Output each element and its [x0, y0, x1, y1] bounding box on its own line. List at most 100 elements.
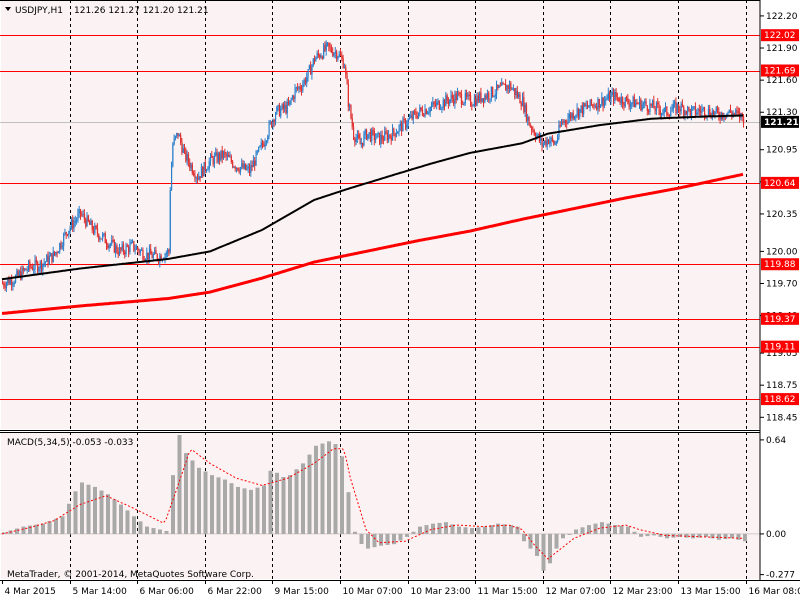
macd-bar	[372, 533, 377, 548]
price-tick-label: 121.60	[766, 76, 798, 86]
down-candle-body	[619, 101, 621, 104]
up-candle-body	[574, 116, 576, 119]
down-candle-body	[193, 173, 195, 176]
down-candle-body	[416, 116, 418, 119]
macd-bar	[28, 525, 32, 534]
down-candle-body	[685, 111, 687, 115]
up-candle-body	[428, 111, 430, 113]
down-candle-body	[694, 106, 697, 115]
up-candle-body	[714, 111, 716, 116]
up-candle-body	[449, 99, 451, 104]
up-candle-body	[115, 245, 117, 253]
up-candle-body	[571, 113, 573, 119]
down-candle-body	[150, 248, 152, 255]
macd-bar	[106, 494, 110, 534]
level-price-tag-label: 122.02	[764, 31, 796, 41]
macd-bar	[333, 444, 338, 534]
down-candle-body	[321, 56, 323, 59]
macd-bar	[522, 533, 526, 542]
up-candle-body	[34, 259, 36, 270]
down-candle-body	[330, 47, 333, 52]
down-candle-body	[678, 104, 680, 110]
down-candle-body	[389, 134, 391, 137]
up-candle-body	[90, 220, 92, 225]
up-candle-body	[644, 101, 646, 104]
up-candle-body	[265, 141, 268, 143]
macd-bar	[314, 445, 318, 534]
macd-bar	[112, 499, 117, 534]
time-tick-label: 13 Mar 15:00	[681, 587, 741, 597]
up-candle-body	[320, 56, 322, 58]
macd-bar	[86, 484, 91, 534]
up-candle-body	[490, 86, 492, 99]
down-candle-body	[458, 92, 460, 94]
up-candle-body	[78, 209, 80, 214]
down-candle-body	[510, 82, 512, 90]
up-candle-body	[308, 65, 310, 70]
macd-bar	[587, 525, 591, 534]
up-candle-body	[418, 112, 420, 119]
up-candle-body	[486, 92, 489, 99]
down-candle-body	[623, 104, 625, 107]
down-candle-body	[590, 99, 593, 105]
macd-bar	[307, 454, 312, 534]
macd-bar	[541, 533, 546, 571]
down-candle-body	[346, 73, 348, 85]
down-candle-body	[460, 94, 463, 105]
ohlc-values: 121.26 121.27 121.20 121.21	[74, 6, 209, 16]
up-candle-body	[663, 108, 665, 113]
moving-average-black	[1, 114, 743, 281]
up-candle-body	[200, 166, 203, 178]
up-candle-body	[641, 104, 643, 111]
up-candle-body	[670, 111, 672, 117]
up-candle-body	[298, 86, 300, 89]
down-candle-body	[451, 95, 453, 99]
up-candle-body	[121, 244, 123, 250]
down-candle-body	[60, 243, 62, 248]
macd-bar	[255, 487, 260, 534]
up-candle-body	[21, 267, 23, 280]
chevron-down-icon[interactable]	[5, 7, 11, 11]
up-candle-body	[601, 97, 603, 105]
down-candle-body	[143, 259, 145, 261]
up-candle-body	[524, 104, 526, 112]
macd-bar	[470, 528, 474, 534]
up-candle-body	[217, 153, 219, 162]
up-candle-body	[672, 103, 674, 110]
up-candle-body	[371, 129, 373, 142]
macd-bar	[190, 460, 195, 534]
down-candle-body	[717, 107, 719, 112]
up-candle-body	[575, 115, 577, 117]
down-candle-body	[688, 107, 690, 110]
up-candle-body	[256, 151, 258, 153]
up-candle-body	[241, 163, 243, 168]
up-candle-body	[585, 104, 587, 107]
down-candle-body	[359, 138, 361, 145]
up-candle-body	[203, 162, 205, 177]
down-candle-body	[475, 98, 477, 106]
up-candle-body	[5, 283, 8, 288]
down-candle-body	[698, 109, 700, 111]
down-candle-body	[622, 97, 624, 105]
down-candle-body	[648, 110, 650, 112]
up-candle-body	[652, 100, 654, 106]
current-price-tag-label: 121.21	[764, 118, 799, 128]
up-candle-body	[169, 190, 171, 252]
up-candle-body	[44, 261, 47, 263]
up-candle-body	[355, 138, 357, 142]
up-candle-body	[702, 107, 704, 110]
up-candle-body	[337, 56, 339, 60]
up-candle-body	[316, 53, 318, 58]
macd-bar	[730, 533, 734, 539]
up-candle-body	[255, 151, 257, 166]
up-candle-body	[522, 96, 524, 106]
macd-bar	[450, 524, 455, 534]
down-candle-body	[545, 140, 547, 146]
macd-bar	[34, 524, 39, 534]
down-candle-body	[271, 121, 273, 127]
up-candle-body	[50, 253, 52, 257]
down-candle-body	[98, 234, 100, 240]
down-candle-body	[351, 118, 353, 127]
macd-bar	[301, 463, 305, 534]
up-candle-body	[190, 164, 192, 168]
